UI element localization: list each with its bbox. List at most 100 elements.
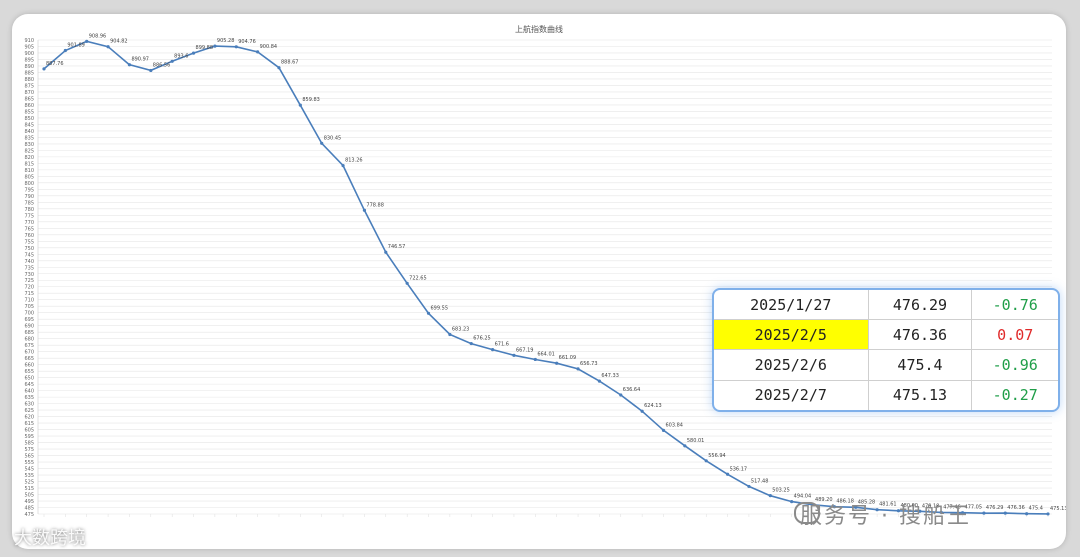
data-label: 886.56 [153,62,171,68]
y-tick-label: 515 [24,486,34,492]
data-point [512,353,516,357]
y-tick-label: 640 [24,389,34,395]
y-tick-label: 505 [24,493,34,499]
data-label: 664.01 [537,351,555,357]
data-point [490,347,495,352]
data-label: 899.88 [196,45,214,51]
data-point [896,509,901,513]
data-label: 503.25 [772,488,790,494]
data-label: 890.97 [131,57,149,63]
data-point [127,63,132,67]
y-tick-label: 840 [24,129,34,135]
data-point [234,45,238,49]
data-label: 475.4 [1029,506,1043,512]
y-tick-label: 685 [24,330,34,336]
y-tick-label: 885 [24,70,34,76]
y-tick-label: 655 [24,369,34,375]
y-tick-label: 650 [24,376,34,382]
y-tick-label: 810 [24,168,34,174]
data-point [277,66,281,70]
data-point [960,511,965,515]
data-label: 486.18 [836,499,854,505]
y-tick-label: 635 [24,395,34,401]
line-chart: 上航指数曲线 910905900895890885880875870865860… [24,24,1066,518]
y-tick-label: 475 [24,512,34,518]
data-point [106,45,110,49]
wechat-icon [794,502,820,524]
data-label: 536.17 [730,466,748,472]
y-tick-label: 645 [24,382,34,388]
data-label: 476.29 [986,505,1004,511]
data-point [576,367,580,371]
data-label: 489.20 [815,497,833,503]
data-label: 485.28 [858,499,876,505]
data-label: 661.09 [559,355,577,361]
data-point [320,141,324,145]
y-tick-label: 620 [24,415,34,421]
date-cell: 2025/2/5 [714,319,869,351]
data-label: 671.6 [495,342,509,348]
y-tick-label: 670 [24,350,34,356]
table-row: 2025/1/27 476.29 -0.76 [714,290,1058,321]
data-point [661,428,666,432]
data-point [213,44,217,48]
chart-card: 上航指数曲线 910 905 900 895 890 885 880 875 870 865 860… [12,14,1066,549]
y-tick-label: 525 [24,480,34,486]
data-label: 859.83 [302,97,320,103]
y-tick-label: 845 [24,122,34,128]
data-label: 813.26 [345,158,363,164]
y-tick-label: 735 [24,265,34,271]
y-tick-label: 905 [24,44,34,50]
y-tick-label: 730 [24,272,34,278]
data-label: 722.65 [409,275,427,281]
series-polyline [43,40,1049,515]
data-point [725,472,730,476]
data-label: 656.73 [580,361,598,367]
y-tick-label: 775 [24,213,34,219]
data-label: 624.13 [644,403,662,409]
data-label: 904.76 [238,39,256,45]
data-point [341,164,345,168]
data-point [832,505,836,509]
data-label: 667.19 [516,347,534,353]
y-tick-label: 815 [24,161,34,167]
data-label: 887.76 [46,61,64,67]
data-label: 904.82 [110,39,128,45]
data-point [704,459,708,463]
data-point [619,393,623,397]
data-point [149,68,153,73]
data-point [790,500,794,504]
data-label: 517.48 [751,478,769,484]
y-tick-label: 890 [24,64,34,70]
y-tick-label: 805 [24,174,34,180]
y-tick-label: 740 [24,259,34,265]
y-tick-label: 680 [24,337,34,343]
data-label: 908.96 [89,33,107,39]
y-tick-label: 535 [24,473,34,479]
data-label: 480.00 [900,503,918,509]
y-tick-label: 695 [24,317,34,323]
data-label: 905.28 [217,38,235,44]
data-label: 580.01 [687,438,705,444]
data-label: 475.13 [1050,506,1066,512]
data-label: 477.46 [943,504,961,510]
y-tick-label: 900 [24,51,34,57]
y-tick-label: 820 [24,155,34,161]
change-cell: -0.27 [992,386,1038,405]
data-point [982,511,986,515]
index-value-cell: 475.4 [868,349,973,381]
y-tick-label: 910 [24,38,34,44]
data-label: 481.61 [879,502,897,508]
data-point [918,509,922,513]
data-label: 699.55 [431,305,449,311]
data-label: 494.04 [794,494,812,500]
y-tick-label: 855 [24,109,34,115]
data-label: 778.88 [366,202,384,208]
y-tick-label: 795 [24,187,34,193]
y-tick-label: 585 [24,441,34,447]
y-tick-label: 770 [24,220,34,226]
chart-title: 上航指数曲线 [515,24,563,34]
data-label: 746.57 [388,244,406,250]
series-line [42,39,1050,516]
